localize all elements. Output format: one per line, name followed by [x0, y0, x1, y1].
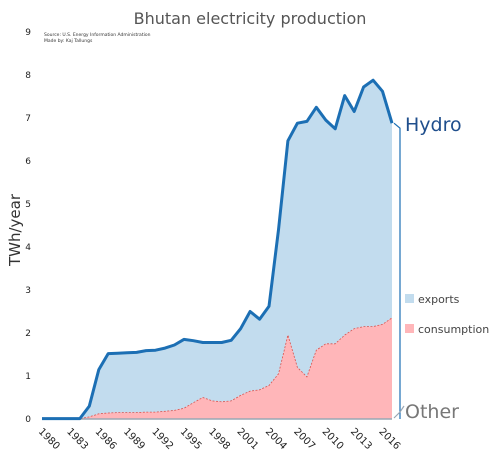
- series-line-hydro: [42, 78, 394, 421]
- x-tick-label: 1980: [36, 426, 62, 452]
- y-tick-label: 8: [25, 71, 31, 81]
- y-tick-label: 6: [25, 157, 31, 167]
- y-tick-label: 0: [25, 415, 31, 425]
- y-tick-label: 4: [25, 243, 31, 253]
- x-ticks: 1980 1983 1986 1989 1992 1995 1998 2001 2004 2007…: [36, 426, 402, 452]
- y-tick-label: 9: [25, 28, 31, 38]
- x-tick-label: 1983: [64, 426, 90, 452]
- y-tick-label: 5: [25, 200, 31, 210]
- hydro-end-bracket: [393, 122, 401, 419]
- x-tick-label: 1989: [121, 426, 147, 452]
- x-tick-label: 2001: [235, 426, 261, 452]
- x-tick-label: 1995: [178, 426, 204, 452]
- x-tick-label: 2013: [348, 426, 374, 452]
- series-line-consumption: [42, 317, 393, 420]
- x-tick-label: 2007: [291, 426, 317, 452]
- legend: exports consumption: [405, 293, 489, 336]
- y-tick-label: 7: [25, 114, 31, 124]
- exports-area: [42, 80, 392, 419]
- areas-layer: [42, 80, 392, 419]
- x-tick-label: 2010: [320, 426, 346, 452]
- legend-label-consumption: consumption: [418, 323, 489, 336]
- legend-swatch-exports: [405, 294, 414, 303]
- x-tick-label: 2004: [263, 426, 289, 452]
- legend-label-exports: exports: [418, 293, 460, 306]
- y-tick-label: 2: [25, 329, 31, 339]
- x-tick-label: 1998: [206, 426, 232, 452]
- source-line: Source: U.S. Energy Information Administ…: [44, 32, 151, 38]
- x-tick-label: 2016: [376, 426, 402, 452]
- chart-title: Bhutan electricity production: [134, 9, 367, 28]
- consumption-area: [42, 317, 392, 419]
- end-label-other: Other: [405, 401, 459, 423]
- y-tick-label: 1: [25, 372, 31, 382]
- lines-layer: [42, 78, 394, 421]
- credit-line: Made by: Kaj Tallungs: [44, 38, 93, 44]
- x-tick-label: 1986: [93, 426, 119, 452]
- end-label-hydro: Hydro: [405, 114, 462, 136]
- y-ticks: 0 1 2 3 4 5 6 7 8 9: [25, 28, 31, 425]
- y-tick-label: 3: [25, 286, 31, 296]
- legend-swatch-consumption: [405, 324, 414, 333]
- x-tick-label: 1992: [149, 426, 175, 452]
- y-axis-label: TWh/year: [6, 193, 24, 267]
- other-end-bracket: [393, 405, 405, 419]
